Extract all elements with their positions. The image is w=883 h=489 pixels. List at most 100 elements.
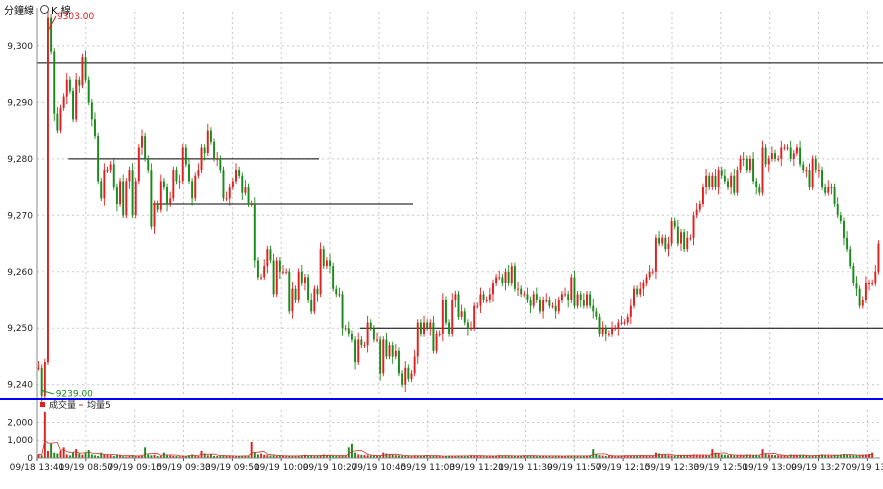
volume-bar <box>40 455 43 458</box>
volume-bar <box>821 454 823 458</box>
radio-icon[interactable] <box>40 5 49 14</box>
candle-body <box>501 277 504 284</box>
volume-bar <box>692 454 695 458</box>
volume-bar <box>225 455 228 458</box>
x-tick-label: 09/19 11:57 <box>547 463 602 473</box>
candle-body <box>169 198 172 204</box>
volume-bar <box>617 455 620 458</box>
candle-body <box>767 158 770 165</box>
candle-body <box>535 294 538 300</box>
kline-option[interactable]: K 線 <box>40 2 71 17</box>
candle-body <box>510 266 513 284</box>
volume-bar <box>805 455 808 458</box>
candle-body <box>294 288 297 300</box>
volume-bar <box>294 456 297 458</box>
candle-body <box>75 79 78 120</box>
candle-body <box>382 339 385 374</box>
volume-bar <box>720 454 723 458</box>
candle-body <box>50 17 53 52</box>
volume-bar <box>695 454 698 458</box>
candle-body <box>758 187 761 193</box>
volume-bar <box>582 455 585 458</box>
volume-bar <box>476 455 479 458</box>
candle-body <box>53 51 56 114</box>
candle-body <box>291 288 294 312</box>
volume-bar <box>811 455 814 458</box>
candle-body <box>441 300 444 334</box>
candle-body <box>827 187 830 193</box>
volume-bar <box>717 453 720 458</box>
candle-body <box>517 288 520 290</box>
volume-bar <box>492 456 494 458</box>
volume-bar <box>222 455 225 458</box>
volume-bar <box>739 455 742 458</box>
volume-bar <box>532 456 535 458</box>
candle-body <box>106 170 109 172</box>
volume-bar <box>868 454 871 458</box>
volume-bar <box>407 456 410 458</box>
volume-bar <box>871 452 874 458</box>
volume-bar <box>172 455 175 458</box>
candle-body <box>576 294 579 306</box>
volume-bar <box>861 454 864 458</box>
volume-bar <box>184 455 187 458</box>
candle-body <box>466 322 469 329</box>
volume-bar <box>115 454 118 458</box>
candle-body <box>401 373 404 385</box>
volume-bar <box>269 455 272 458</box>
volume-bar <box>526 455 529 458</box>
volume-bar <box>137 455 140 458</box>
candle-body <box>513 266 516 289</box>
candle-body <box>344 328 347 330</box>
candle-body <box>313 288 316 312</box>
candle-body <box>805 170 808 172</box>
volume-bar <box>658 453 661 458</box>
volume-bar <box>661 454 664 458</box>
volume-bar <box>730 454 733 458</box>
candle-body <box>874 271 877 284</box>
volume-bar <box>673 455 676 458</box>
candle-body <box>705 175 708 188</box>
volume-bar <box>68 455 71 458</box>
volume-bar <box>604 455 607 458</box>
candle-body <box>861 300 864 306</box>
volume-bar <box>112 455 115 458</box>
candle-body <box>423 322 425 334</box>
candle-body <box>322 249 325 267</box>
volume-bar <box>391 454 394 458</box>
volume-bar <box>429 455 432 458</box>
candle-body <box>545 300 548 301</box>
volume-bar <box>84 452 87 458</box>
candle-body <box>551 305 554 307</box>
y-tick-label: 9,290 <box>7 98 33 108</box>
candle-body <box>357 339 360 363</box>
volume-bar <box>554 455 557 458</box>
volume-bar <box>144 447 147 458</box>
candle-body <box>244 187 247 193</box>
volume-bar <box>799 455 802 458</box>
candle-body <box>532 294 535 306</box>
candle-body <box>194 175 197 199</box>
x-tick-label: 09/19 13:09 <box>742 463 797 473</box>
volume-bar <box>413 455 416 458</box>
candle-body <box>379 339 382 374</box>
volume-bar <box>435 456 438 458</box>
volume-bar <box>705 455 708 458</box>
candle-body <box>410 373 413 380</box>
volume-bar <box>548 456 551 458</box>
volume-bar <box>517 455 520 458</box>
kline-label: K 線 <box>51 6 71 17</box>
volume-bar <box>56 453 59 458</box>
candle-body <box>755 181 758 188</box>
candle-body <box>507 271 510 284</box>
candle-body <box>526 294 529 300</box>
volume-bar <box>614 456 617 458</box>
ma-legend-label: 均量5 <box>87 399 111 411</box>
candle-body <box>385 339 388 357</box>
volume-bar <box>846 454 849 458</box>
candle-body <box>329 260 331 267</box>
high-annotation: 9303.00 <box>57 12 94 22</box>
volume-bar <box>620 455 623 458</box>
volume-bar <box>513 455 516 458</box>
